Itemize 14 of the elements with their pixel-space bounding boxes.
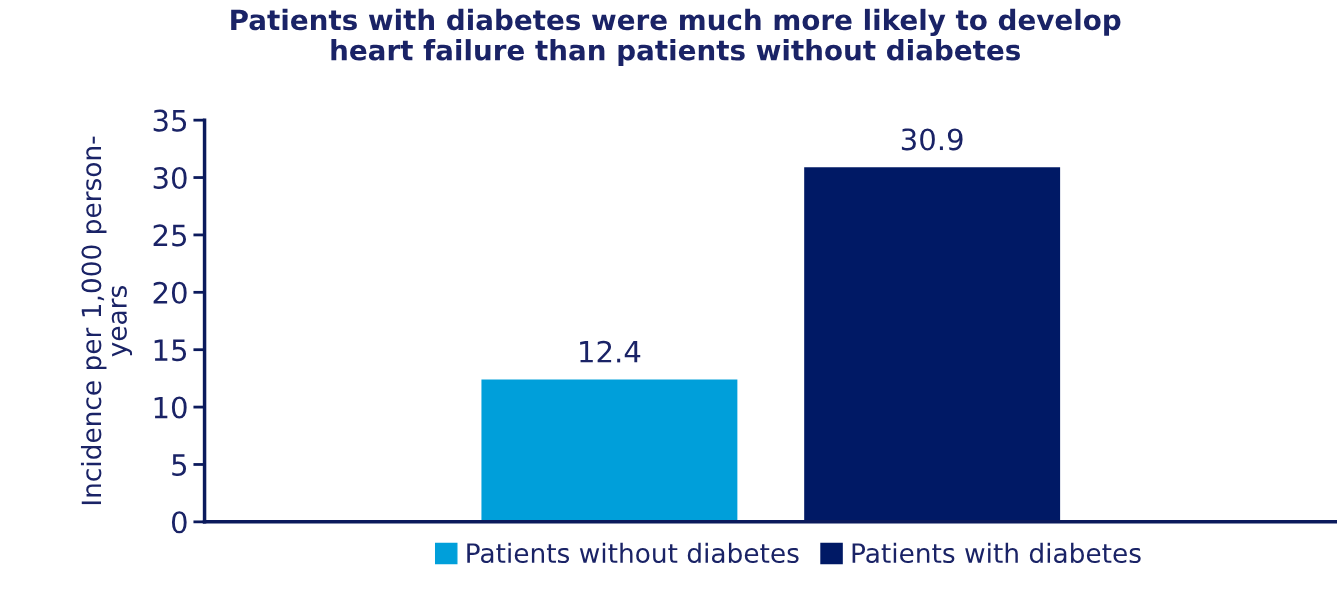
legend-label: Patients without diabetes [467,542,799,564]
y-tick-label: 20 [153,281,187,304]
y-tick-label: 30 [153,166,187,190]
y-tick-label: 10 [154,396,187,419]
chart-title: Patients with diabetes were much more likely to develop heart failure than patients without diabetes [231,8,1121,66]
y-tick-label: 15 [154,339,187,362]
data-label: 30.9 [901,128,963,151]
y-tick-label: 5 [172,454,187,476]
y-tick-label: 0 [171,511,187,534]
legend-label: Patients with diabetes [852,542,1141,564]
y-axis-title: Incidence per 1,000 person- years [80,136,133,505]
y-tick-label: 35 [153,109,187,132]
data-label: 12.4 [580,340,641,363]
y-tick-label: 25 [153,224,187,247]
